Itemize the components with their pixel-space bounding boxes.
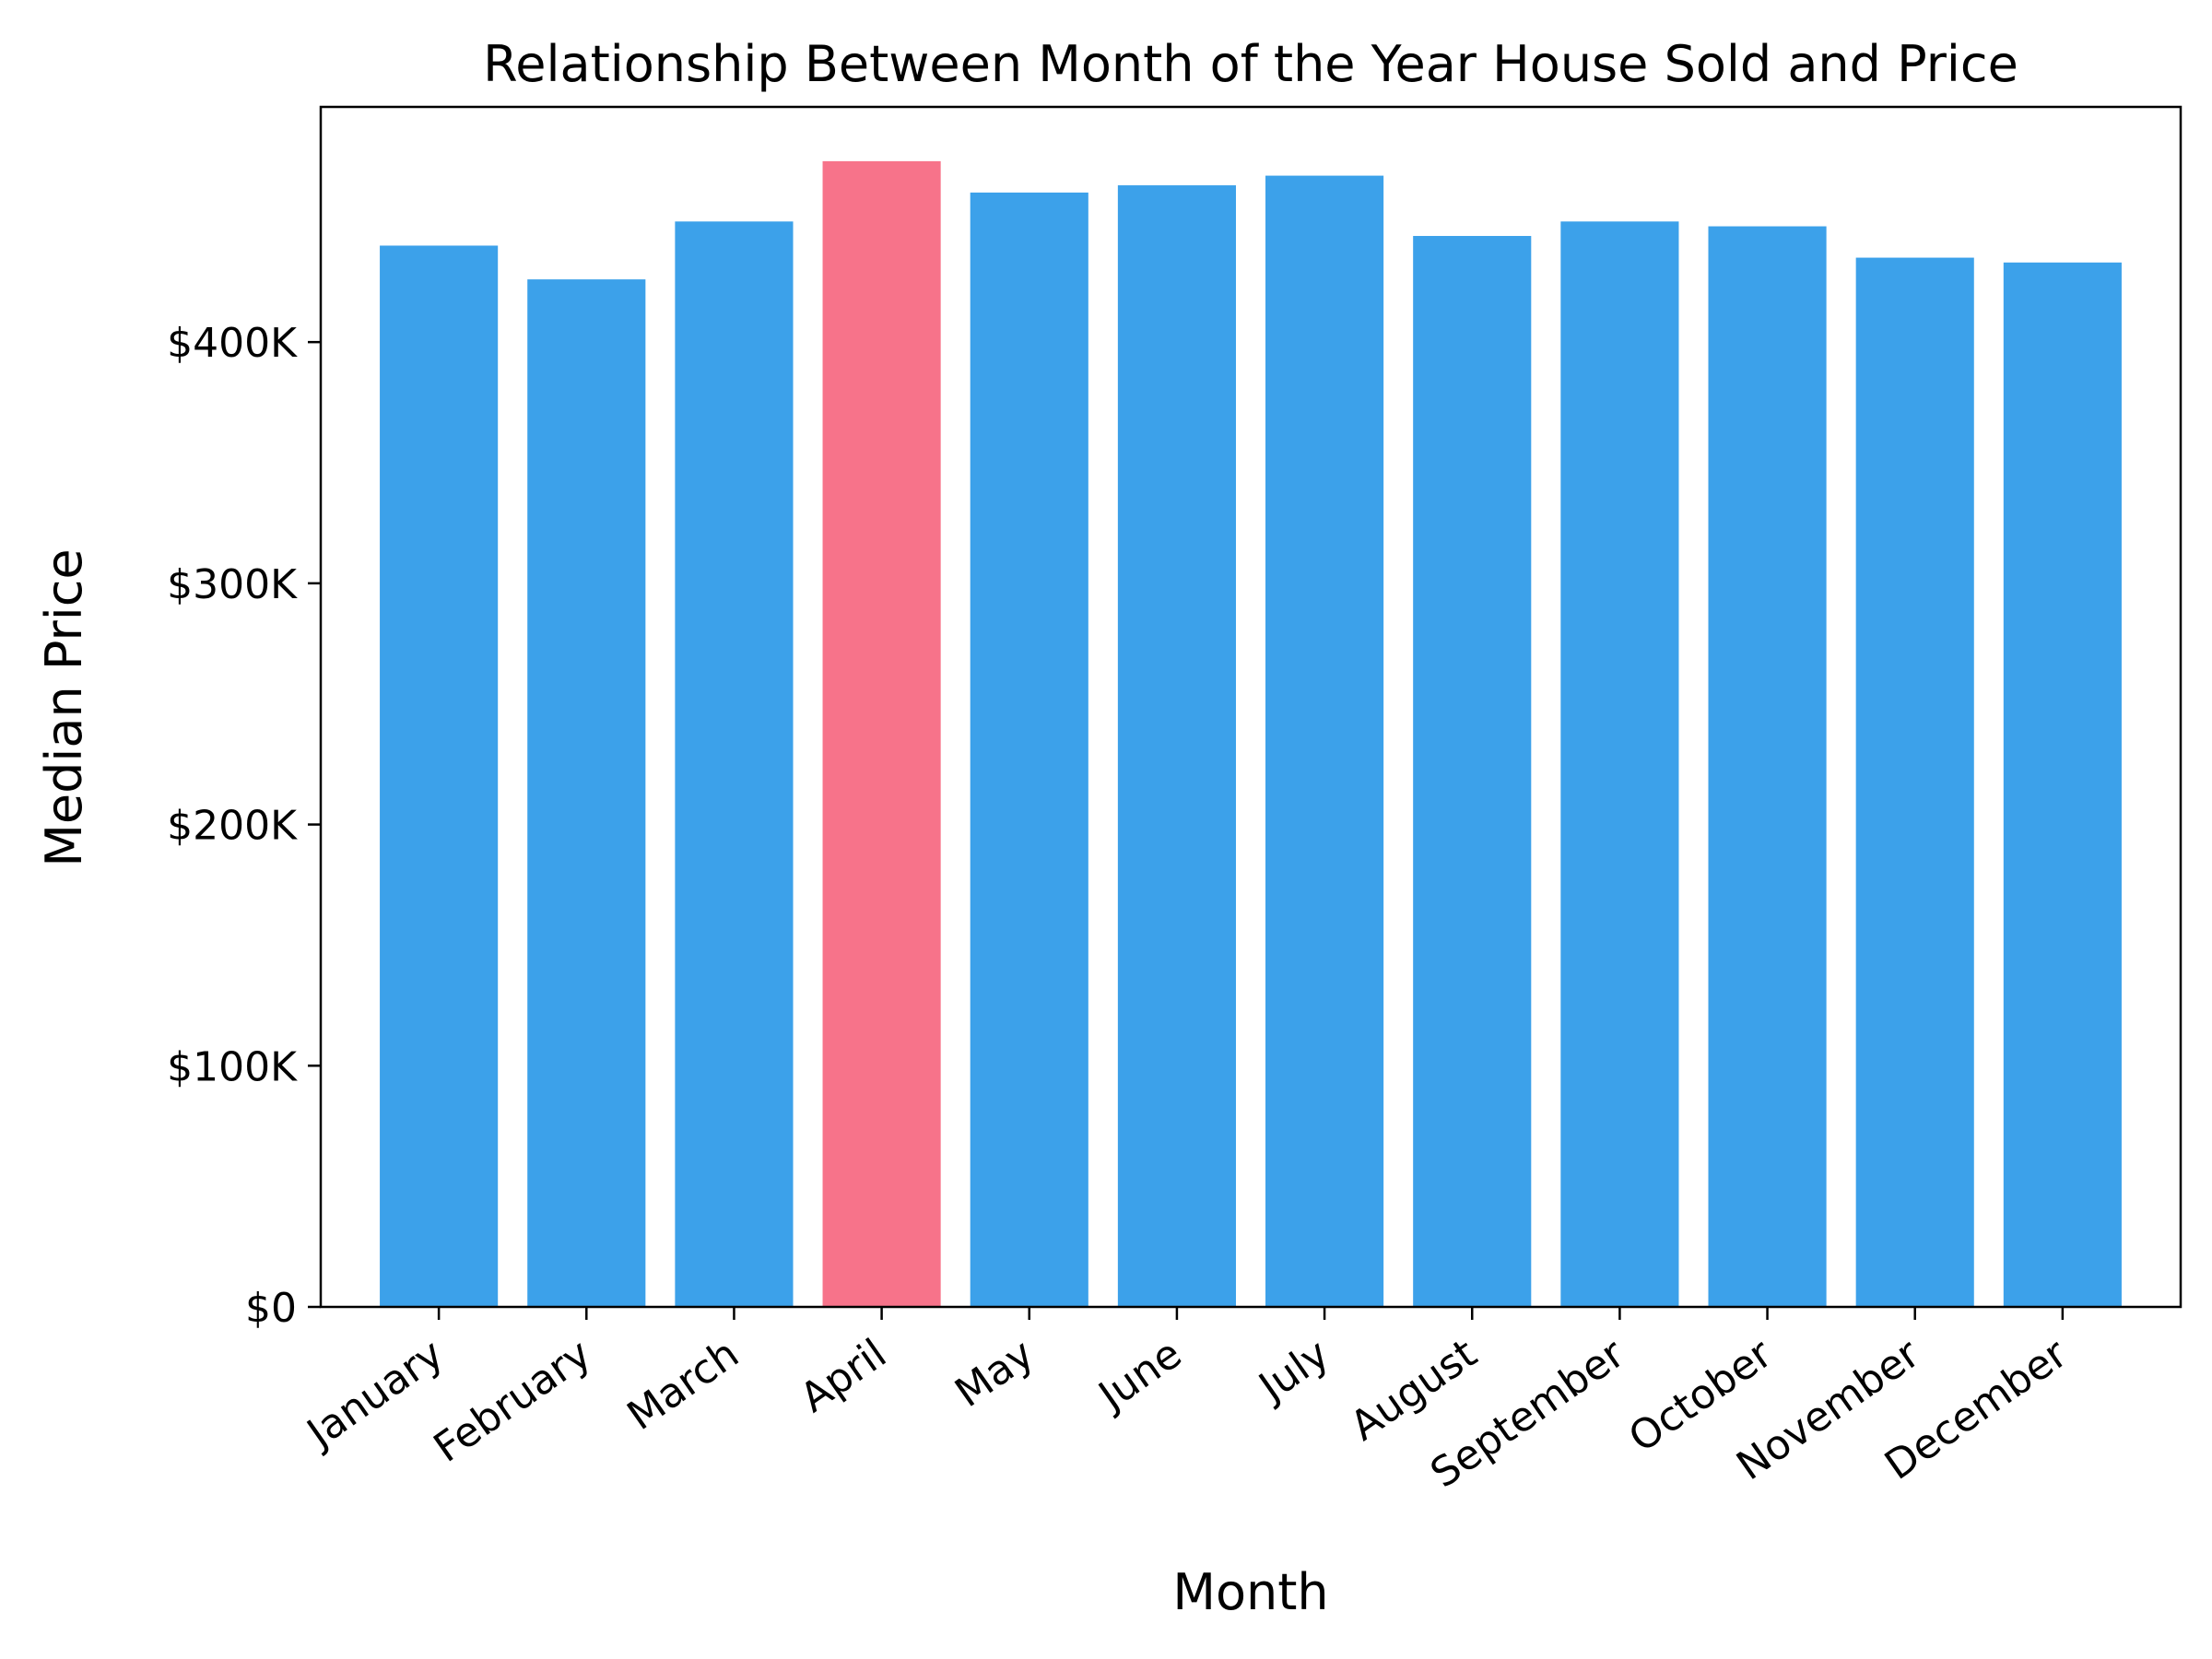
x-tick-label-april: April	[792, 1330, 895, 1421]
bar-october	[1708, 226, 1827, 1307]
y-axis-title: Median Price	[35, 548, 93, 866]
y-tick-label: $400K	[167, 320, 298, 367]
bar-december	[2003, 262, 2122, 1307]
y-tick-label: $300K	[167, 561, 298, 608]
chart-title: Relationship Between Month of the Year H…	[483, 35, 2018, 93]
x-axis-title: Month	[1172, 1563, 1328, 1621]
plot-frame	[319, 105, 2183, 1309]
x-tick-label-march: March	[619, 1330, 747, 1440]
bar-july	[1265, 175, 1384, 1308]
bar-may	[970, 192, 1088, 1308]
bar-september	[1560, 221, 1679, 1308]
y-tick-label: $100K	[167, 1043, 298, 1090]
bar-november	[1855, 257, 1974, 1307]
x-tick-label-february: February	[426, 1330, 600, 1472]
bars-group	[380, 160, 2122, 1308]
x-tick-label-may: May	[947, 1330, 1042, 1417]
bar-april	[822, 160, 941, 1308]
x-tick-label-june: June	[1088, 1330, 1190, 1420]
x-tick-label-july: July	[1249, 1330, 1338, 1412]
bar-february	[527, 279, 646, 1308]
y-tick-label: $0	[245, 1285, 297, 1332]
bar-june	[1117, 185, 1236, 1307]
y-tick-label: $200K	[167, 803, 298, 850]
y-axis: $0 $100K $200K $300K $400K	[167, 320, 321, 1332]
bar-january	[380, 245, 499, 1307]
bar-august	[1413, 236, 1532, 1308]
bar-march	[675, 221, 794, 1308]
